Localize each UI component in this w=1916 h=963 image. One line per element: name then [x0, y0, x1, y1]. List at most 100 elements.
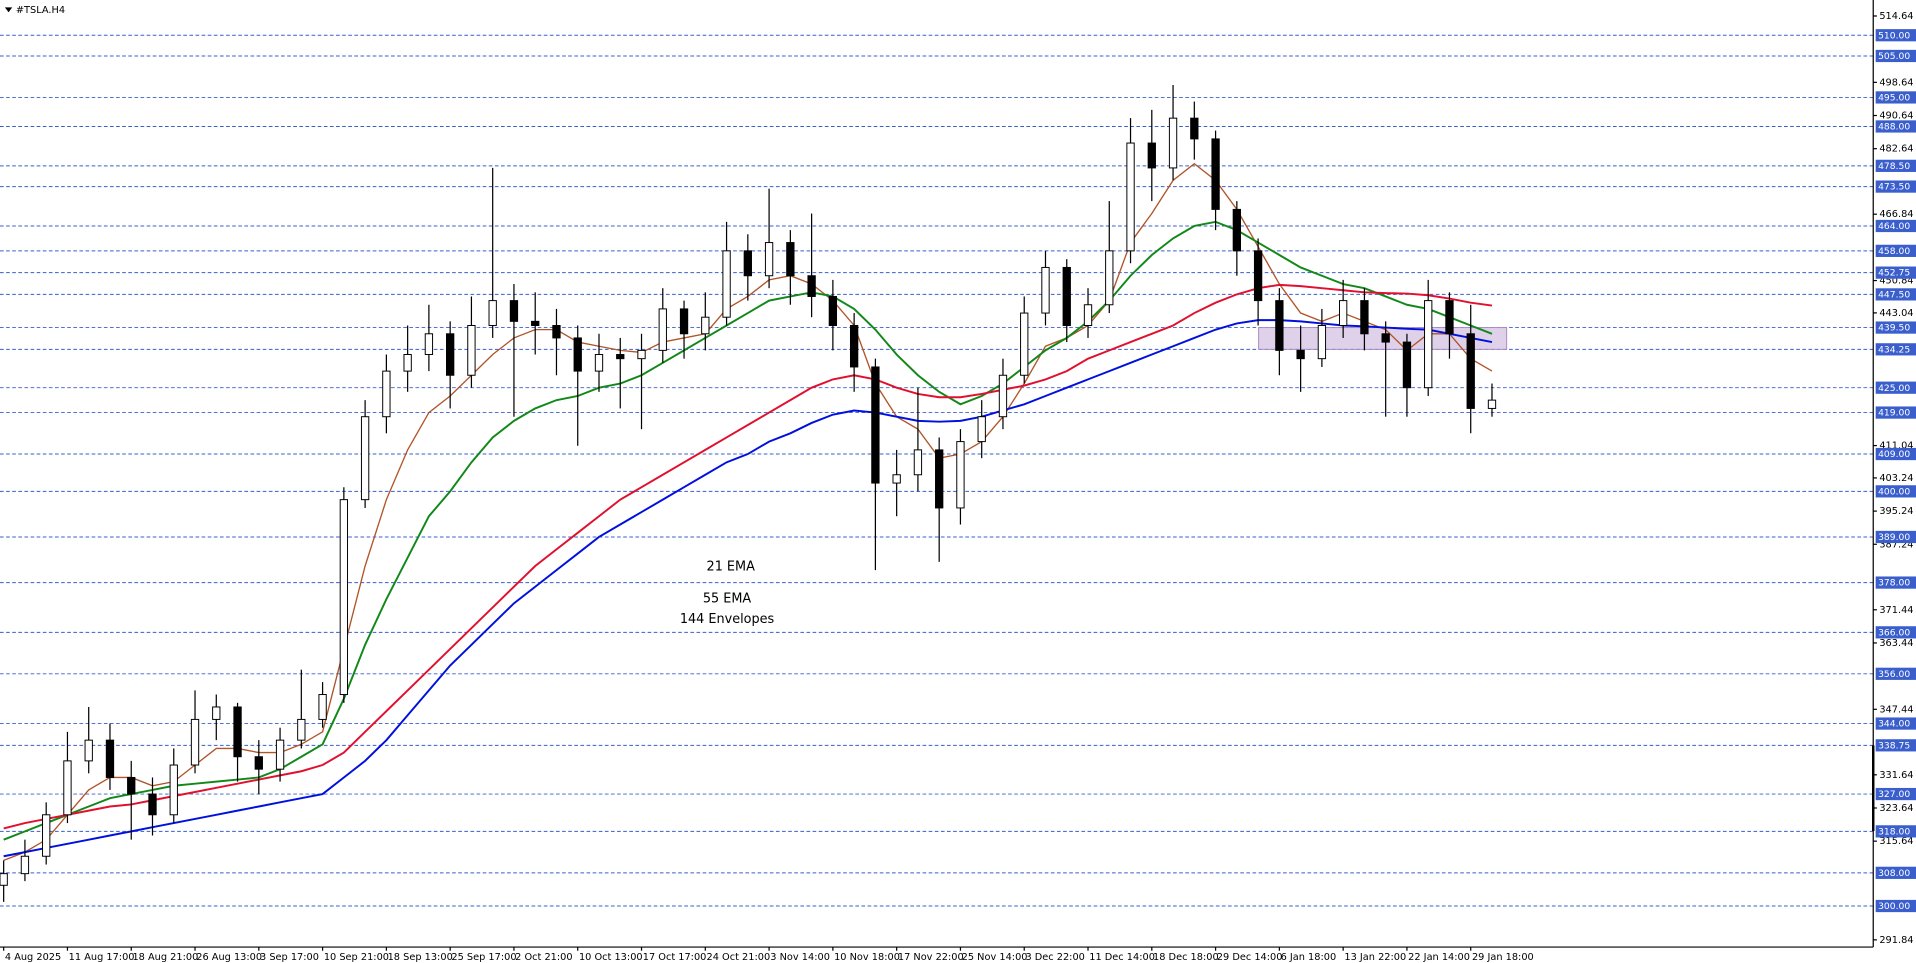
y-tick-label: 315.64	[1879, 836, 1913, 847]
x-tick-label: 25 Sep 17:00	[451, 952, 516, 963]
level-label: 338.75	[1878, 740, 1910, 751]
candle	[1487, 383, 1497, 417]
x-tick-label: 18 Dec 18:00	[1153, 952, 1219, 963]
candle-body	[488, 300, 497, 326]
candle-body	[63, 760, 72, 816]
candle-body	[127, 776, 136, 795]
candle	[127, 760, 136, 840]
candle-body	[828, 295, 838, 326]
candle	[786, 230, 795, 305]
candle-body	[573, 337, 582, 372]
candle-body	[1062, 266, 1071, 326]
y-tick-label: 347.44	[1879, 704, 1913, 715]
candle	[1275, 288, 1284, 376]
x-tick-label: 3 Nov 14:00	[770, 952, 830, 963]
candle	[297, 669, 306, 749]
level-label-box	[1875, 321, 1916, 334]
candle	[424, 304, 434, 372]
y-tick-label: 443.04	[1879, 308, 1913, 319]
candle-body	[360, 416, 370, 501]
candle	[1360, 288, 1369, 351]
candle-body	[1466, 333, 1475, 409]
candle-body	[616, 354, 625, 360]
candle-body	[318, 694, 327, 720]
level-label-box	[1875, 288, 1916, 301]
y-tick-label: 498.64	[1879, 77, 1913, 88]
candle	[1466, 304, 1475, 434]
level-label: 505.00	[1878, 51, 1910, 62]
level-label: 458.00	[1878, 246, 1910, 257]
candle	[1020, 296, 1029, 384]
level-label: 473.50	[1878, 182, 1910, 193]
candle-body	[0, 873, 8, 886]
candle	[552, 308, 561, 376]
candle	[828, 279, 838, 351]
candle-body	[977, 416, 986, 443]
candle-body	[20, 855, 30, 875]
candle-body	[1296, 349, 1305, 360]
candle	[1381, 321, 1390, 417]
candle-body	[297, 718, 306, 741]
menu-icon[interactable]	[4, 7, 13, 13]
candle	[360, 400, 370, 508]
candle-body	[233, 706, 242, 758]
y-tick-label: 403.24	[1879, 473, 1913, 484]
candle-body	[1105, 250, 1114, 306]
x-tick-label: 18 Sep 13:00	[388, 952, 453, 963]
level-label-box	[1875, 49, 1916, 63]
candle-body	[190, 718, 200, 766]
candle	[722, 221, 731, 326]
candle	[84, 706, 93, 774]
candle-body	[743, 250, 752, 277]
candle-body	[148, 793, 157, 816]
level-label: 488.00	[1878, 122, 1910, 133]
candle-body	[42, 814, 51, 857]
candle-body	[105, 739, 115, 778]
candles	[0, 84, 1497, 902]
candle	[233, 702, 242, 782]
candle	[148, 777, 157, 836]
level-label-box	[1875, 576, 1916, 589]
level-label: 452.75	[1878, 268, 1910, 279]
y-tick-label: 395.24	[1879, 506, 1913, 517]
candle	[1041, 250, 1050, 326]
candle-body	[1339, 300, 1348, 326]
candle	[1402, 333, 1412, 417]
candle-body	[892, 474, 901, 484]
x-tick-label: 26 Aug 13:00	[196, 952, 262, 963]
x-tick-label: 2 Oct 21:00	[515, 952, 572, 963]
annotation: 55 EMA	[703, 591, 752, 606]
annotation: 144 Envelopes	[680, 612, 775, 627]
candle-body	[84, 739, 93, 762]
x-tick-label: 22 Jan 14:00	[1408, 952, 1470, 963]
level-label: 425.00	[1878, 383, 1910, 394]
candle	[467, 296, 476, 388]
candle	[488, 167, 497, 338]
candle	[105, 723, 115, 790]
candle	[849, 313, 859, 392]
candle	[1168, 84, 1178, 181]
x-tick-label: 3 Sep 17:00	[260, 952, 319, 963]
candle-body	[998, 374, 1008, 418]
candle-body	[871, 366, 880, 484]
x-tick-label: 17 Oct 17:00	[643, 952, 707, 963]
candle	[42, 802, 51, 865]
level-label-box	[1875, 219, 1916, 233]
level-label: 400.00	[1878, 486, 1910, 497]
candle-body	[913, 449, 923, 476]
level-label-box	[1875, 787, 1916, 801]
level-label-box	[1875, 91, 1916, 104]
level-label-box	[1875, 29, 1916, 42]
candle-body	[701, 316, 710, 335]
candle	[1253, 238, 1263, 326]
level-label-box	[1875, 667, 1916, 680]
candle-body	[679, 308, 689, 335]
level-label: 447.50	[1878, 290, 1910, 301]
level-label: 389.00	[1878, 532, 1910, 543]
candle	[1147, 109, 1156, 202]
candle	[701, 292, 710, 351]
y-tick-label: 387.24	[1879, 539, 1913, 550]
x-tick-label: 10 Nov 18:00	[834, 952, 900, 963]
